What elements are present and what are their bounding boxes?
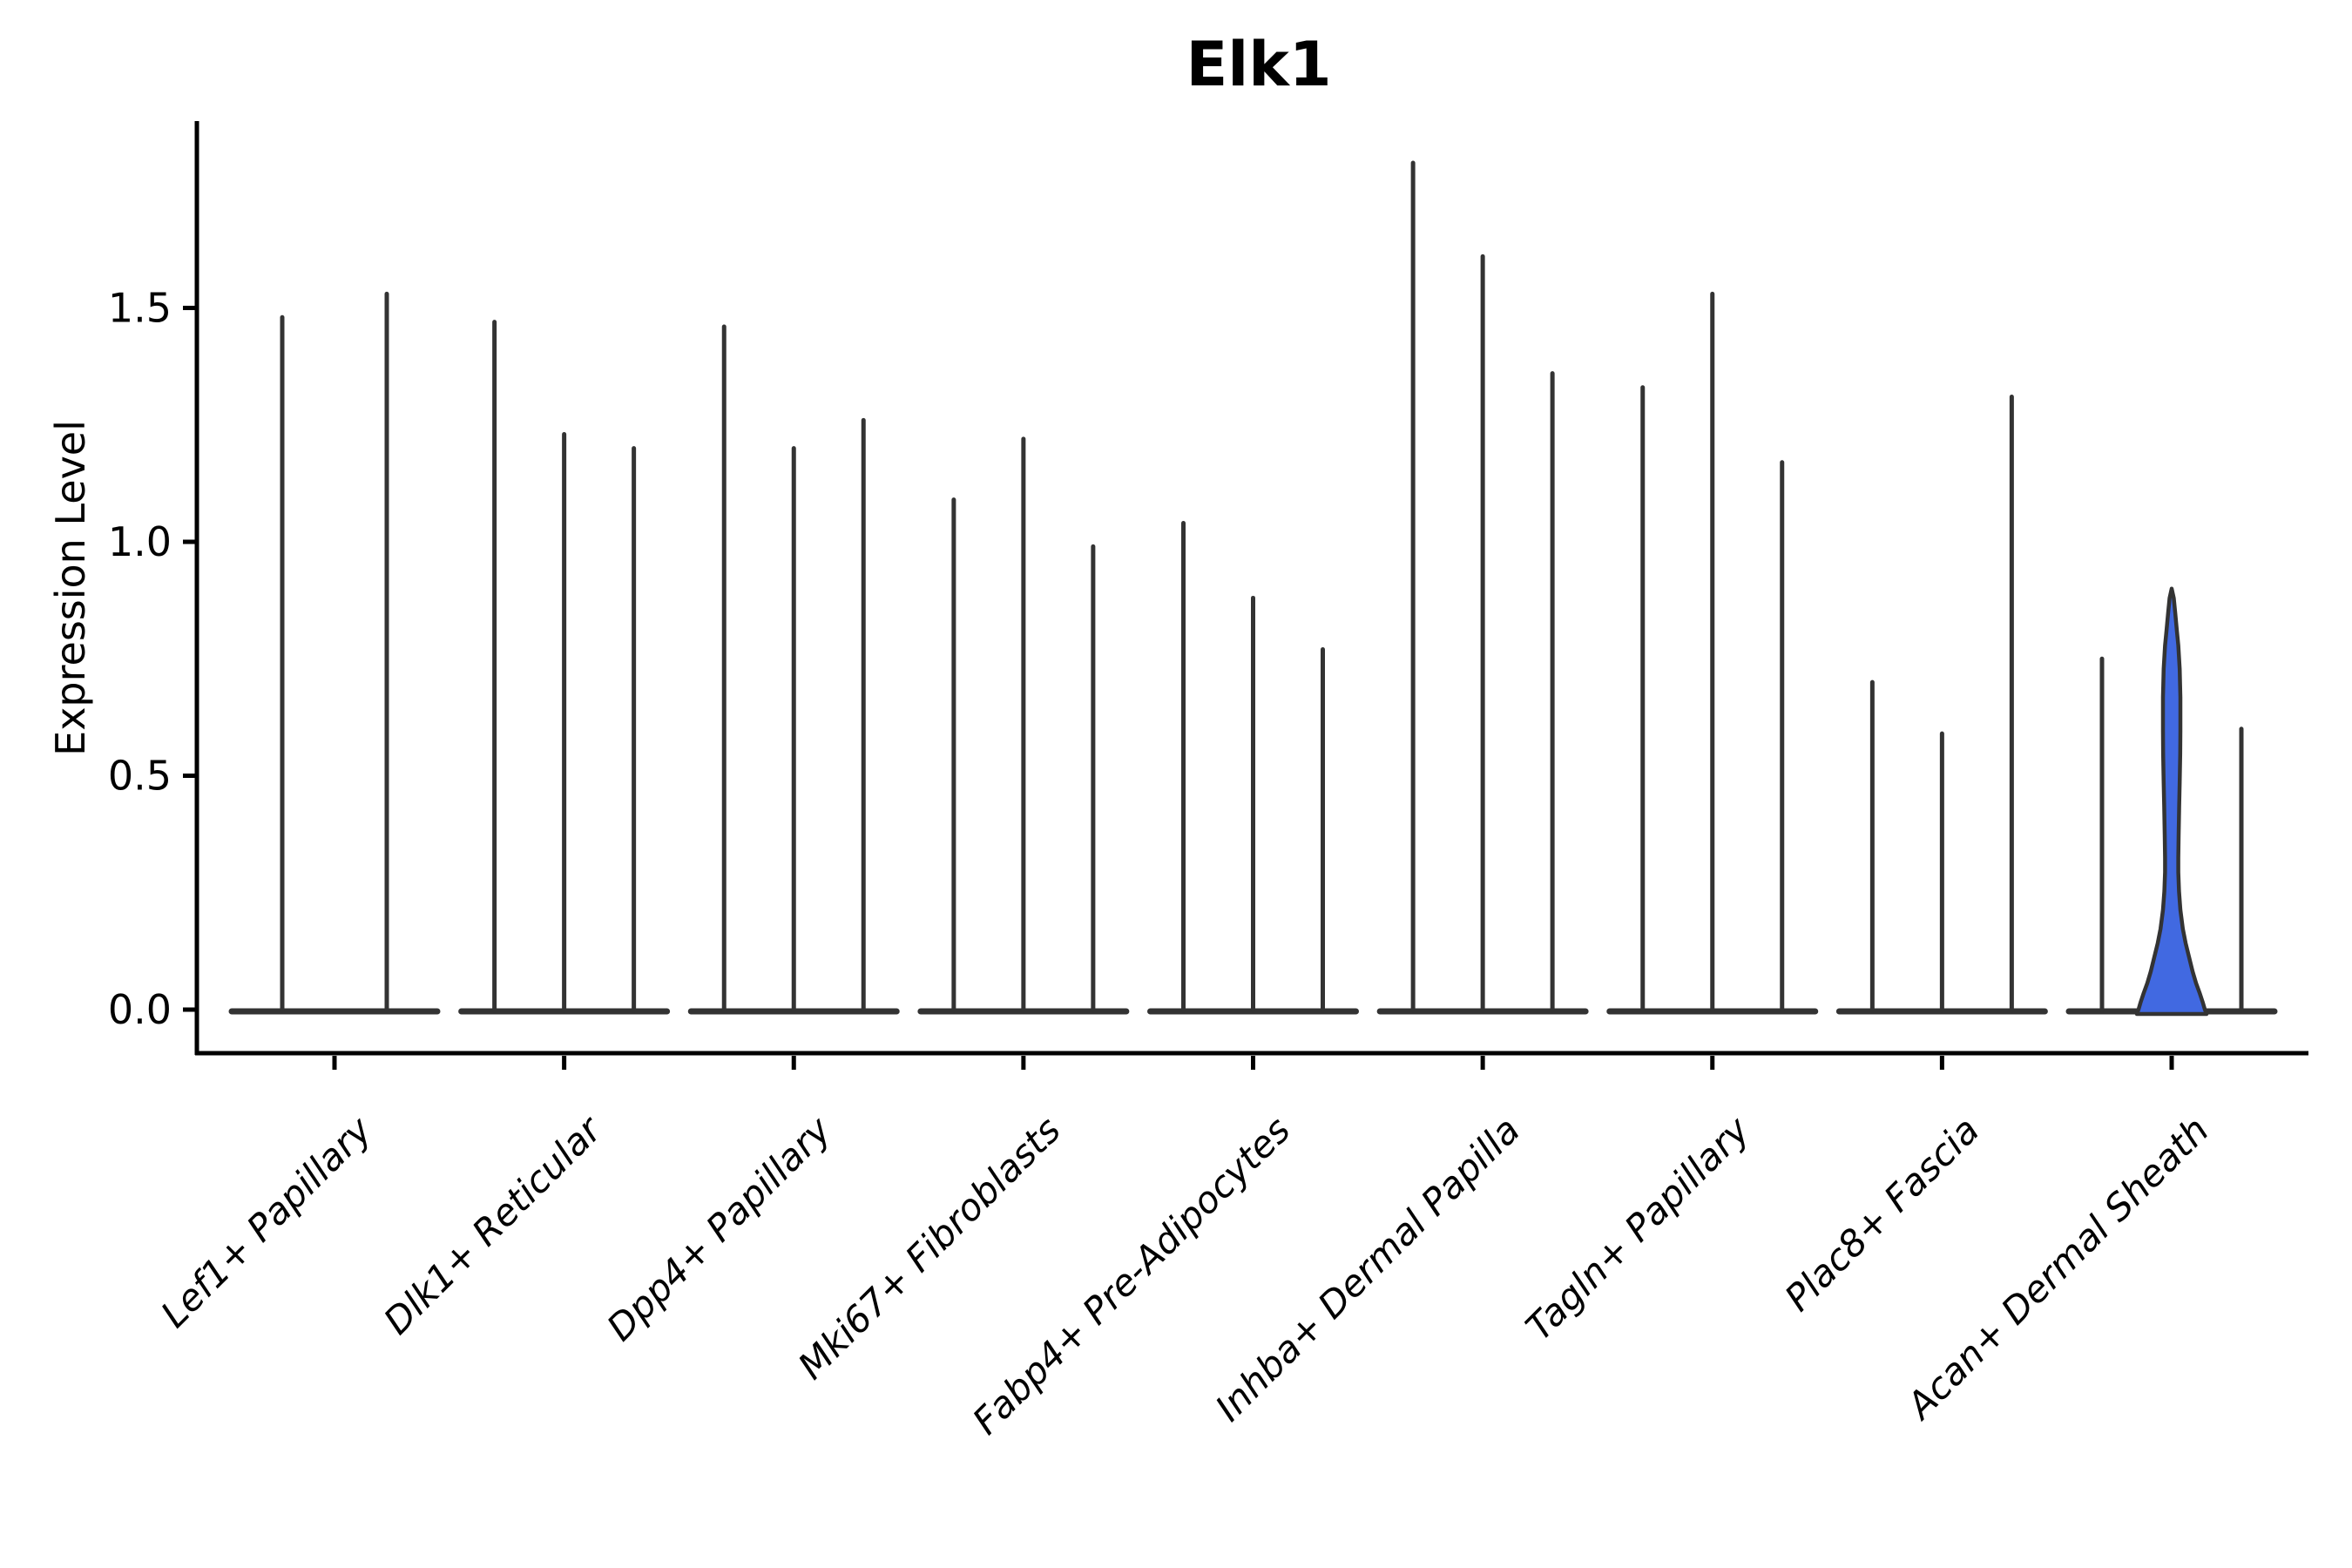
highlighted-violin	[2134, 586, 2209, 1017]
x-tick-label: Plac8+ Fascia	[1776, 1108, 1987, 1319]
x-tick-label: Tagln+ Papillary	[1517, 1108, 1759, 1349]
x-tick-label: Dpp4+ Papillary	[598, 1108, 840, 1349]
y-tick-label: 1.5	[108, 285, 172, 332]
x-tick-label: Lef1+ Papillary	[152, 1108, 381, 1336]
violins	[228, 160, 2278, 1017]
y-tick-label: 0.0	[108, 986, 172, 1033]
x-tick-label: Mki67+ Fibroblasts	[790, 1108, 1069, 1387]
y-tick-label: 1.0	[108, 518, 172, 565]
chart-title: Elk1	[1186, 29, 1331, 100]
x-tick-label: Dlk1+ Reticular	[375, 1106, 612, 1342]
y-tick-label: 0.5	[108, 753, 172, 800]
y-axis-label: Expression Level	[47, 420, 94, 756]
